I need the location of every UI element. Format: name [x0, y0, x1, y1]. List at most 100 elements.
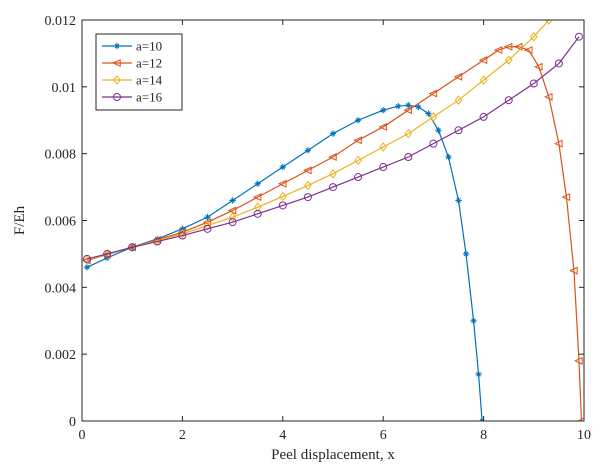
- data-point: [228, 212, 237, 222]
- x-tick-label: 6: [380, 428, 387, 443]
- data-point: [504, 55, 513, 65]
- x-axis-title: Peel displacement, x: [271, 447, 395, 463]
- data-point: [83, 264, 91, 271]
- data-point: [329, 168, 337, 179]
- data-point: [404, 128, 413, 139]
- data-point: [455, 197, 462, 204]
- y-tick-label: 0: [69, 415, 76, 430]
- data-point: [454, 126, 463, 135]
- y-tick-label: 0.004: [45, 281, 77, 296]
- legend-item: a=10: [102, 39, 162, 54]
- data-point: [529, 31, 538, 42]
- series-a-12: [82, 42, 584, 421]
- data-point: [354, 155, 362, 166]
- x-tick-label: 8: [480, 428, 487, 443]
- series-line: [86, 104, 483, 421]
- data-point: [529, 79, 538, 88]
- data-point: [503, 42, 513, 51]
- data-point: [278, 191, 287, 202]
- data-point: [445, 153, 452, 161]
- data-point: [228, 218, 237, 227]
- y-axis: 0 0.002 0.004 0.006 0.008 0.01 0.012: [45, 14, 584, 430]
- data-point: [435, 127, 442, 134]
- data-point: [229, 197, 236, 204]
- data-point: [202, 218, 212, 227]
- data-point: [569, 266, 578, 275]
- data-point: [252, 193, 262, 202]
- data-point: [113, 93, 121, 101]
- data-point: [103, 249, 112, 258]
- data-point: [475, 371, 482, 378]
- data-point: [203, 224, 212, 233]
- data-point: [574, 356, 583, 365]
- data-point: [128, 243, 137, 252]
- y-tick-label: 0.012: [45, 14, 77, 29]
- data-point: [429, 139, 438, 148]
- data-point: [379, 142, 388, 152]
- data-point: [112, 59, 121, 67]
- series-a-14: [83, 20, 553, 265]
- series-a-16: [83, 32, 583, 263]
- data-point: [425, 110, 432, 117]
- x-tick-label: 4: [279, 428, 286, 443]
- data-point: [203, 220, 212, 231]
- data-point: [574, 32, 583, 41]
- data-point: [303, 166, 312, 175]
- data-point: [378, 122, 387, 131]
- data-point: [493, 46, 503, 55]
- data-point: [304, 147, 312, 154]
- data-point: [83, 254, 92, 263]
- x-tick-label: 10: [577, 428, 591, 443]
- data-point: [379, 163, 388, 172]
- data-point: [380, 107, 387, 114]
- data-point: [504, 96, 513, 105]
- data-point: [278, 201, 287, 210]
- data-point: [523, 46, 533, 55]
- data-point: [113, 42, 121, 50]
- data-point: [554, 59, 563, 68]
- series-line: [86, 36, 580, 260]
- data-point: [395, 103, 402, 110]
- data-point: [479, 112, 488, 121]
- data-point: [561, 193, 571, 202]
- data-point: [405, 102, 412, 109]
- legend-label: a=16: [136, 90, 163, 105]
- data-point: [304, 180, 312, 191]
- series-line: [86, 20, 550, 261]
- legend-item: a=16: [102, 90, 163, 105]
- data-point: [303, 193, 312, 202]
- series-line: [86, 46, 583, 421]
- data-point: [545, 20, 553, 25]
- data-point: [354, 117, 362, 124]
- data-point: [454, 95, 463, 106]
- data-point: [462, 250, 470, 258]
- legend: a=10 a=12 a=14 a=16: [95, 33, 183, 111]
- y-tick-label: 0.002: [45, 348, 77, 363]
- y-tick-label: 0.008: [45, 148, 77, 163]
- legend-label: a=12: [136, 56, 162, 71]
- data-point: [328, 153, 337, 161]
- data-point: [329, 130, 337, 137]
- legend-item: a=14: [102, 73, 163, 88]
- data-point: [404, 153, 413, 162]
- data-point: [429, 112, 438, 122]
- data-point: [478, 56, 488, 65]
- y-tick-label: 0.006: [45, 215, 77, 230]
- data-point: [576, 417, 584, 421]
- data-point: [329, 183, 337, 192]
- data-point: [227, 206, 237, 215]
- series-layer: [82, 20, 584, 421]
- legend-item: a=12: [102, 56, 162, 71]
- data-point: [533, 62, 543, 71]
- x-tick-label: 2: [179, 428, 186, 443]
- data-point: [253, 209, 262, 218]
- data-point: [254, 180, 261, 187]
- data-point: [554, 139, 563, 148]
- y-tick-label: 0.01: [52, 81, 77, 96]
- data-point: [279, 163, 286, 171]
- data-point: [353, 136, 362, 145]
- legend-label: a=14: [136, 73, 163, 88]
- data-point: [113, 75, 121, 85]
- data-point: [277, 179, 287, 188]
